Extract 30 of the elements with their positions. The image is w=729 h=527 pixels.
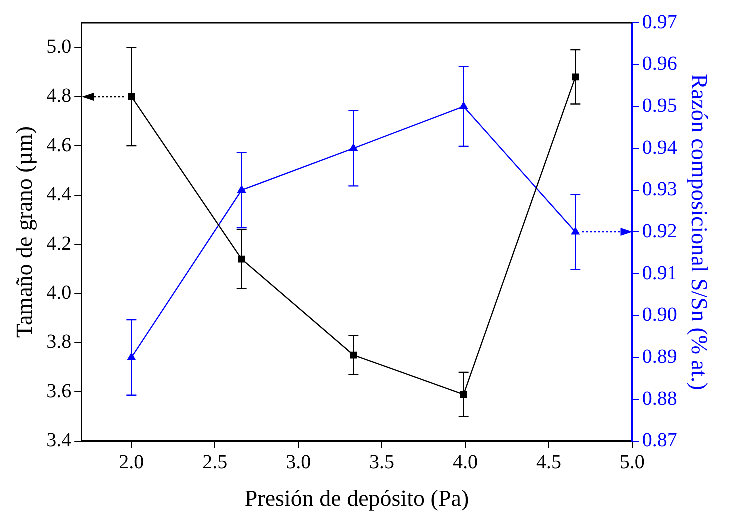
y-tick-label: 4.4 bbox=[46, 184, 72, 206]
y2-tick-label: 0.88 bbox=[642, 388, 678, 410]
y2-tick-label: 0.92 bbox=[642, 220, 678, 242]
x-tick-label: 2.0 bbox=[119, 452, 144, 474]
x-tick-label: 5.0 bbox=[620, 452, 645, 474]
y-tick-label: 4.6 bbox=[46, 134, 72, 156]
y-tick-label: 3.4 bbox=[46, 430, 72, 452]
x-tick-label: 2.5 bbox=[202, 452, 228, 474]
y2-tick-label: 0.89 bbox=[642, 346, 678, 368]
x-tick-label: 4.5 bbox=[536, 452, 562, 474]
y2-tick-label: 0.87 bbox=[642, 430, 678, 452]
y2-tick-label: 0.91 bbox=[642, 262, 678, 284]
y-tick-label: 4.0 bbox=[46, 282, 72, 304]
y-tick-label: 5.0 bbox=[46, 36, 72, 58]
y2-tick-label: 0.93 bbox=[642, 178, 678, 201]
y-tick-label: 4.8 bbox=[46, 85, 72, 108]
y-tick-label: 4.2 bbox=[46, 232, 72, 255]
y-tick-label: 3.8 bbox=[46, 331, 72, 354]
x-axis-title: Presión de depósito (Pa) bbox=[244, 486, 470, 512]
y-axis-title: Tamaño de grano (µm) bbox=[12, 126, 37, 338]
y2-tick-label: 0.90 bbox=[642, 304, 678, 326]
y2-tick-label: 0.95 bbox=[642, 94, 678, 117]
y2-axis-title: Razón composicional S/Sn (% at.) bbox=[687, 74, 712, 390]
y-tick-label: 3.6 bbox=[46, 380, 72, 402]
x-tick-label: 3.5 bbox=[370, 452, 395, 474]
y2-tick-label: 0.97 bbox=[642, 11, 678, 34]
x-tick-label: 3.0 bbox=[286, 452, 312, 474]
y2-tick-label: 0.96 bbox=[642, 53, 678, 76]
y2-tick-label: 0.94 bbox=[642, 136, 678, 159]
x-tick-label: 4.0 bbox=[452, 452, 478, 474]
